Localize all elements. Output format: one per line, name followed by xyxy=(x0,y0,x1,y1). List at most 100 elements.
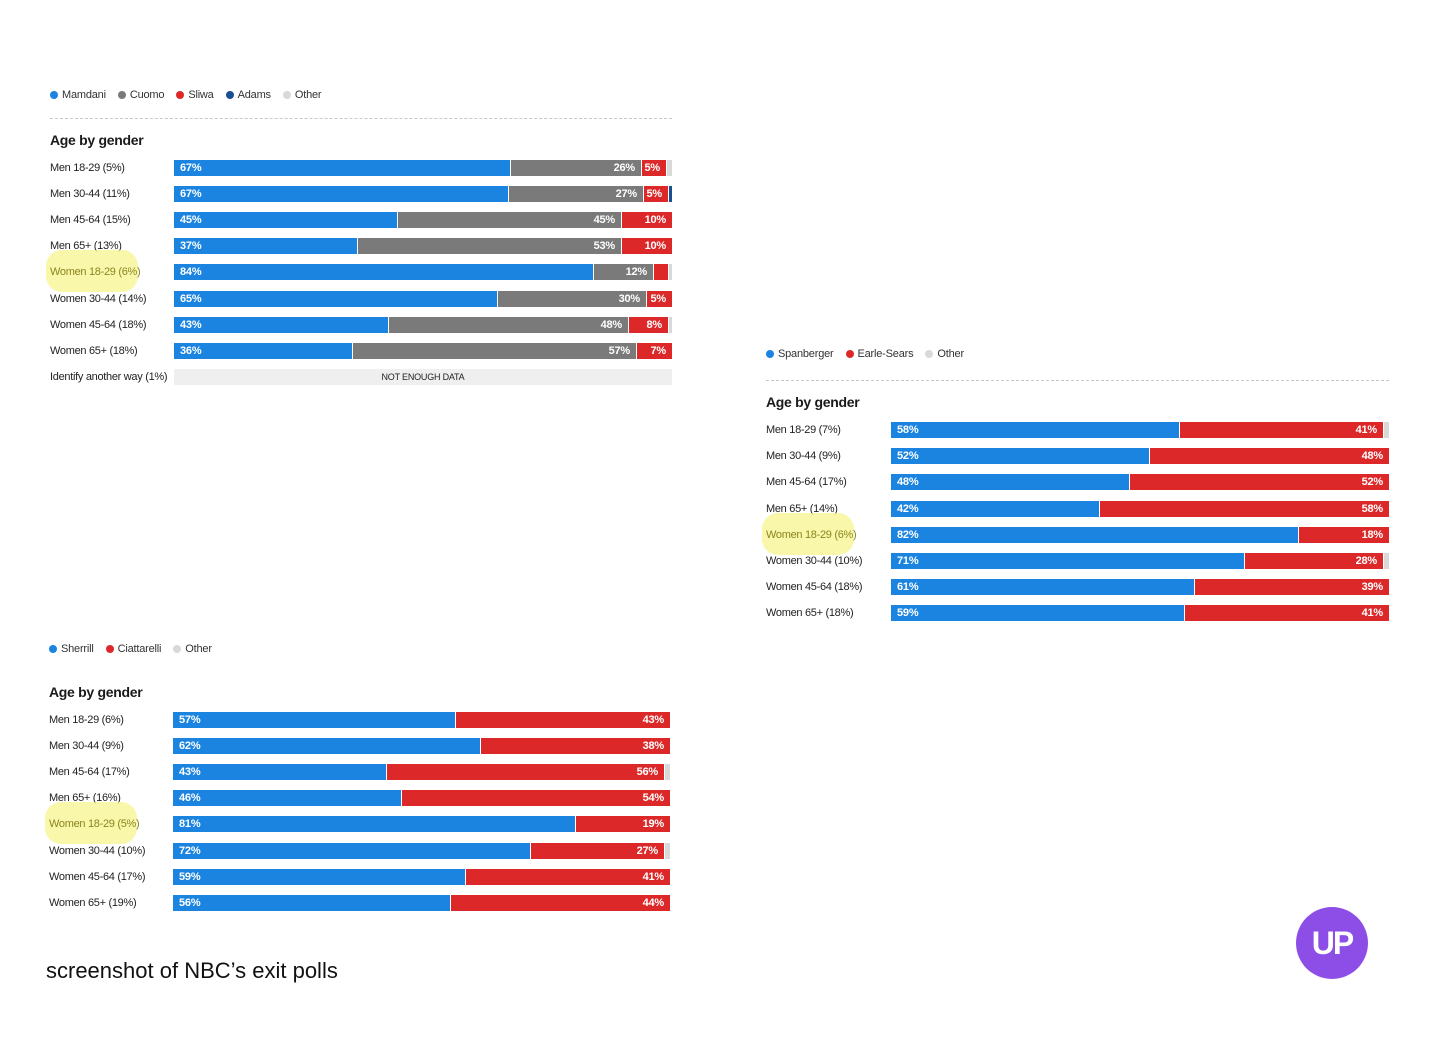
stacked-bar: 45% 45% 10% xyxy=(174,212,672,228)
stacked-bar: 37% 53% 10% xyxy=(174,238,672,254)
bar-row-women-18-29-6: Women 18-29 (6%) 82% 18% xyxy=(762,513,1390,555)
data-label: 10% xyxy=(644,240,667,252)
legend-item-adams: Adams xyxy=(225,89,271,101)
data-label: 43% xyxy=(179,766,201,778)
data-label: 48% xyxy=(600,319,623,331)
legend: Mamdani Cuomo Sliwa Adams Other xyxy=(50,88,333,102)
legend-swatch-other xyxy=(282,91,291,99)
stacked-bar: 71% 28% xyxy=(891,553,1389,569)
bar-segment-other xyxy=(1384,553,1389,569)
data-label: 48% xyxy=(1361,450,1384,462)
chart-nyc-mayor: Mamdani Cuomo Sliwa Adams Other Age by gende… xyxy=(46,88,673,388)
bar-row-women-30-44-14: Women 30-44 (14%) 65% 30% 5% xyxy=(50,291,673,307)
row-label: Women 65+ (18%) xyxy=(766,607,854,619)
row-label: Men 45-64 (15%) xyxy=(50,214,131,226)
bar-segment-cuomo: 45% xyxy=(398,212,622,228)
row-label: Women 65+ (18%) xyxy=(50,345,138,357)
chart-title: Age by gender xyxy=(50,132,144,148)
row-label: Women 18-29 (5%) xyxy=(49,818,140,830)
stacked-bar: 56% 44% xyxy=(173,895,670,911)
bar-segment-adams xyxy=(669,186,672,202)
bar-row-women-30-44-10: Women 30-44 (10%) 72% 27% xyxy=(49,843,672,859)
data-label: 19% xyxy=(642,818,665,830)
bar-row-men-18-29-7: Men 18-29 (7%) 58% 41% xyxy=(766,422,1390,438)
bar-segment-sliwa: 5% xyxy=(647,291,672,307)
data-label: 81% xyxy=(179,818,201,830)
row-label: Women 30-44 (10%) xyxy=(49,845,146,857)
highlight-marker xyxy=(762,513,854,555)
bar-row-women-45-64-17: Women 45-64 (17%) 59% 41% xyxy=(49,869,672,885)
data-label: 43% xyxy=(642,714,665,726)
bar-segment-sherrill: 43% xyxy=(173,764,387,780)
not-enough-data-bar: NOT ENOUGH DATA xyxy=(174,369,672,385)
row-label: Men 18-29 (7%) xyxy=(766,424,841,436)
row-label: Men 45-64 (17%) xyxy=(766,476,847,488)
data-label: 7% xyxy=(650,345,667,357)
bar-row-men-30-44-11: Men 30-44 (11%) 67% 27% 5% xyxy=(50,186,673,202)
legend-label: Other xyxy=(185,643,212,655)
chart-new-jersey-governor: Sherrill Ciattarelli Other Age by gender M… xyxy=(45,642,672,917)
stacked-bar: 43% 48% 8% xyxy=(174,317,672,333)
bar-segment-spanberger: 42% xyxy=(891,501,1100,517)
logo-text: UP xyxy=(1311,924,1354,961)
legend: Sherrill Ciattarelli Other xyxy=(49,642,224,656)
data-label: 28% xyxy=(1355,555,1378,567)
bar-segment-sliwa: 5% xyxy=(644,186,669,202)
bar-row-women-65-19: Women 65+ (19%) 56% 44% xyxy=(49,895,672,911)
legend-swatch-other xyxy=(173,645,182,653)
bar-segment-sliwa: 5% xyxy=(642,160,667,176)
data-label: 38% xyxy=(642,740,665,752)
data-label: 42% xyxy=(897,503,919,515)
row-label: Men 45-64 (17%) xyxy=(49,766,130,778)
data-label: 27% xyxy=(615,188,638,200)
legend-label: Other xyxy=(937,348,964,360)
data-label: 37% xyxy=(180,240,202,252)
bar-segment-sliwa: 10% xyxy=(622,238,672,254)
data-label: 58% xyxy=(897,424,919,436)
row-label: Men 65+ (16%) xyxy=(49,792,121,804)
bar-row-women-18-29-6: Women 18-29 (6%) 84% 12% xyxy=(46,250,673,292)
legend-label: Spanberger xyxy=(778,348,834,360)
bar-segment-cuomo: 27% xyxy=(509,186,644,202)
bar-segment-spanberger: 48% xyxy=(891,474,1130,490)
legend-label: Ciattarelli xyxy=(117,643,162,655)
stacked-bar: 46% 54% xyxy=(173,790,670,806)
bar-segment-sherrill: 46% xyxy=(173,790,402,806)
legend-item-cuomo: Cuomo xyxy=(117,89,165,101)
bar-row-women-30-44-10: Women 30-44 (10%) 71% 28% xyxy=(766,553,1390,569)
bar-segment-other xyxy=(667,160,672,176)
data-label: 12% xyxy=(625,266,648,278)
data-label: 56% xyxy=(636,766,659,778)
bar-segment-sherrill: 62% xyxy=(173,738,481,754)
bar-segment-other xyxy=(665,764,670,780)
legend-item-mamdani: Mamdani xyxy=(50,89,106,101)
bar-segment-ciattarelli: 19% xyxy=(576,816,670,832)
data-label: 36% xyxy=(180,345,202,357)
legend-swatch-mamdani xyxy=(50,91,58,99)
bar-segment-sherrill: 81% xyxy=(173,816,576,832)
data-label: 65% xyxy=(180,293,202,305)
bar-row-men-45-64-17: Men 45-64 (17%) 48% 52% xyxy=(766,474,1390,490)
legend-swatch-cuomo xyxy=(117,91,126,99)
row-label: Identify another way (1%) xyxy=(50,371,168,383)
bar-segment-other xyxy=(1384,422,1389,438)
bar-segment-spanberger: 59% xyxy=(891,605,1185,621)
legend-item-other: Other xyxy=(173,643,212,655)
highlight-marker xyxy=(46,250,138,292)
bar-segment-earle-sears: 58% xyxy=(1100,501,1389,517)
bar-segment-spanberger: 58% xyxy=(891,422,1180,438)
legend-label: Mamdani xyxy=(62,89,106,101)
bar-row-women-45-64-18: Women 45-64 (18%) 61% 39% xyxy=(766,579,1390,595)
bar-segment-mamdani: 67% xyxy=(174,160,511,176)
data-label: 41% xyxy=(642,871,665,883)
data-label: 41% xyxy=(1355,424,1378,436)
bar-row-men-65-13: Men 65+ (13%) 37% 53% 10% xyxy=(50,238,673,254)
chart-title: Age by gender xyxy=(49,684,143,700)
bar-segment-ciattarelli: 54% xyxy=(402,790,670,806)
bar-row-men-65-16: Men 65+ (16%) 46% 54% xyxy=(49,790,672,806)
bar-row-men-65-14: Men 65+ (14%) 42% 58% xyxy=(766,501,1390,517)
legend-item-earle-sears: Earle-Sears xyxy=(845,348,914,360)
bar-segment-sliwa xyxy=(654,264,669,280)
legend-label: Sherrill xyxy=(61,643,94,655)
bar-segment-mamdani: 45% xyxy=(174,212,398,228)
